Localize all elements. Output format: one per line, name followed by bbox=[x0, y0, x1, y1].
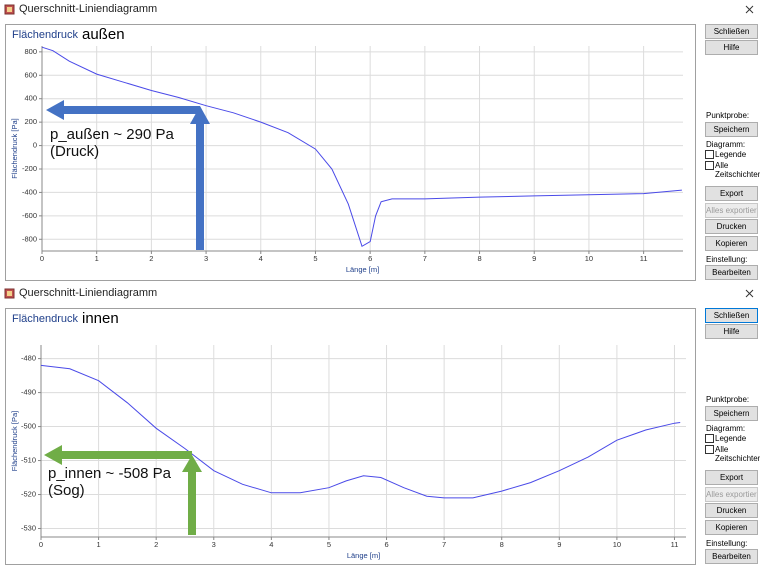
probe-label: Punktprobe: bbox=[706, 395, 750, 404]
y-tick-label: 800 bbox=[24, 47, 37, 56]
checkbox[interactable]: Alle Zeitschichten bbox=[705, 445, 760, 463]
y-tick-label: 600 bbox=[24, 70, 37, 79]
x-tick-label: 3 bbox=[212, 540, 216, 549]
y-tick-label: 200 bbox=[24, 117, 37, 126]
close-icon bbox=[745, 289, 754, 298]
x-tick-label: 4 bbox=[269, 540, 273, 549]
y-tick-label: -530 bbox=[21, 523, 36, 532]
chart-panel bbox=[5, 308, 696, 565]
button: Alles exportieren bbox=[705, 486, 758, 502]
y-tick-label: -510 bbox=[21, 456, 36, 465]
y-tick-label: -600 bbox=[22, 211, 37, 220]
x-tick-label: 11 bbox=[640, 254, 648, 263]
diagram-label: Diagramm: bbox=[706, 140, 746, 149]
arrow bbox=[190, 106, 210, 250]
checkbox[interactable]: Legende bbox=[705, 434, 757, 443]
annotation: (Sog) bbox=[48, 482, 85, 499]
button[interactable]: Hilfe bbox=[705, 40, 758, 55]
checkbox[interactable]: Alle Zeitschichten bbox=[705, 161, 760, 179]
x-tick-label: 10 bbox=[613, 540, 621, 549]
button[interactable]: Schließen bbox=[705, 308, 758, 323]
settings-label: Einstellung: bbox=[706, 255, 748, 264]
y-tick-label: 400 bbox=[24, 94, 37, 103]
x-axis-label: Länge [m] bbox=[346, 265, 379, 274]
x-tick-label: 11 bbox=[671, 540, 679, 549]
x-tick-label: 6 bbox=[368, 254, 372, 263]
y-tick-label: -480 bbox=[21, 354, 36, 363]
x-axis-label: Länge [m] bbox=[347, 551, 380, 560]
x-tick-label: 1 bbox=[95, 254, 99, 263]
chart-subtitle: innen bbox=[82, 310, 119, 327]
button[interactable]: Export bbox=[705, 470, 758, 485]
x-tick-label: 8 bbox=[500, 540, 504, 549]
x-tick-label: 0 bbox=[40, 254, 44, 263]
button: Alles exportieren bbox=[705, 202, 758, 218]
y-tick-label: 0 bbox=[33, 141, 37, 150]
y-axis-label: Flächendruck [Pa] bbox=[10, 411, 19, 471]
arrow bbox=[44, 445, 192, 465]
arrow bbox=[182, 455, 202, 535]
x-tick-label: 10 bbox=[585, 254, 593, 263]
annotation-arrows bbox=[44, 100, 210, 535]
x-tick-label: 8 bbox=[477, 254, 481, 263]
data-line bbox=[41, 46, 682, 248]
y-tick-label: -490 bbox=[21, 388, 36, 397]
y-tick-label: -200 bbox=[22, 164, 37, 173]
x-tick-label: 7 bbox=[442, 540, 446, 549]
settings-label: Einstellung: bbox=[706, 539, 748, 548]
chart-title: Flächendruck bbox=[12, 313, 79, 325]
y-tick-label: -500 bbox=[21, 422, 36, 431]
button[interactable]: Speichern bbox=[705, 122, 758, 137]
x-tick-label: 1 bbox=[97, 540, 101, 549]
y-axis-label: Flächendruck [Pa] bbox=[10, 118, 19, 178]
arrow bbox=[46, 100, 200, 120]
annotation: p_außen ~ 290 Pa bbox=[50, 126, 175, 143]
checkbox[interactable]: Legende bbox=[705, 150, 757, 159]
y-tick-label: -400 bbox=[22, 187, 37, 196]
button[interactable]: Kopieren bbox=[705, 519, 758, 535]
chart-subtitle: außen bbox=[82, 26, 125, 43]
x-tick-label: 4 bbox=[259, 254, 263, 263]
chart-panel bbox=[5, 24, 696, 281]
x-tick-label: 2 bbox=[149, 254, 153, 263]
x-tick-label: 0 bbox=[39, 540, 43, 549]
y-tick-label: -520 bbox=[21, 490, 36, 499]
button[interactable]: Export bbox=[705, 186, 758, 201]
x-tick-label: 5 bbox=[327, 540, 331, 549]
button[interactable]: Bearbeiten bbox=[705, 265, 758, 280]
x-tick-label: 6 bbox=[384, 540, 388, 549]
window-icon-inner bbox=[7, 291, 12, 296]
probe-label: Punktprobe: bbox=[706, 111, 750, 120]
button[interactable]: Drucken bbox=[705, 503, 758, 518]
button[interactable]: Bearbeiten bbox=[705, 549, 758, 564]
button[interactable]: Drucken bbox=[705, 219, 758, 234]
button[interactable]: Kopieren bbox=[705, 235, 758, 251]
x-tick-label: 9 bbox=[532, 254, 536, 263]
x-tick-label: 2 bbox=[154, 540, 158, 549]
data-line bbox=[40, 364, 681, 499]
close-icon bbox=[745, 5, 754, 14]
window-title: Querschnitt-Liniendiagramm bbox=[19, 3, 158, 15]
x-tick-label: 3 bbox=[204, 254, 208, 263]
x-tick-label: 9 bbox=[557, 540, 561, 549]
x-tick-label: 7 bbox=[423, 254, 427, 263]
x-tick-label: 5 bbox=[313, 254, 317, 263]
annotation: (Druck) bbox=[50, 143, 99, 160]
button[interactable]: Speichern bbox=[705, 406, 758, 421]
window-icon-inner bbox=[7, 7, 12, 12]
button[interactable]: Schließen bbox=[705, 24, 758, 39]
diagram-label: Diagramm: bbox=[706, 424, 746, 433]
chart-title: Flächendruck bbox=[12, 29, 79, 41]
window-title: Querschnitt-Liniendiagramm bbox=[19, 287, 158, 299]
annotation: p_innen ~ -508 Pa bbox=[48, 465, 172, 482]
button[interactable]: Hilfe bbox=[705, 324, 758, 339]
y-tick-label: -800 bbox=[22, 234, 37, 243]
